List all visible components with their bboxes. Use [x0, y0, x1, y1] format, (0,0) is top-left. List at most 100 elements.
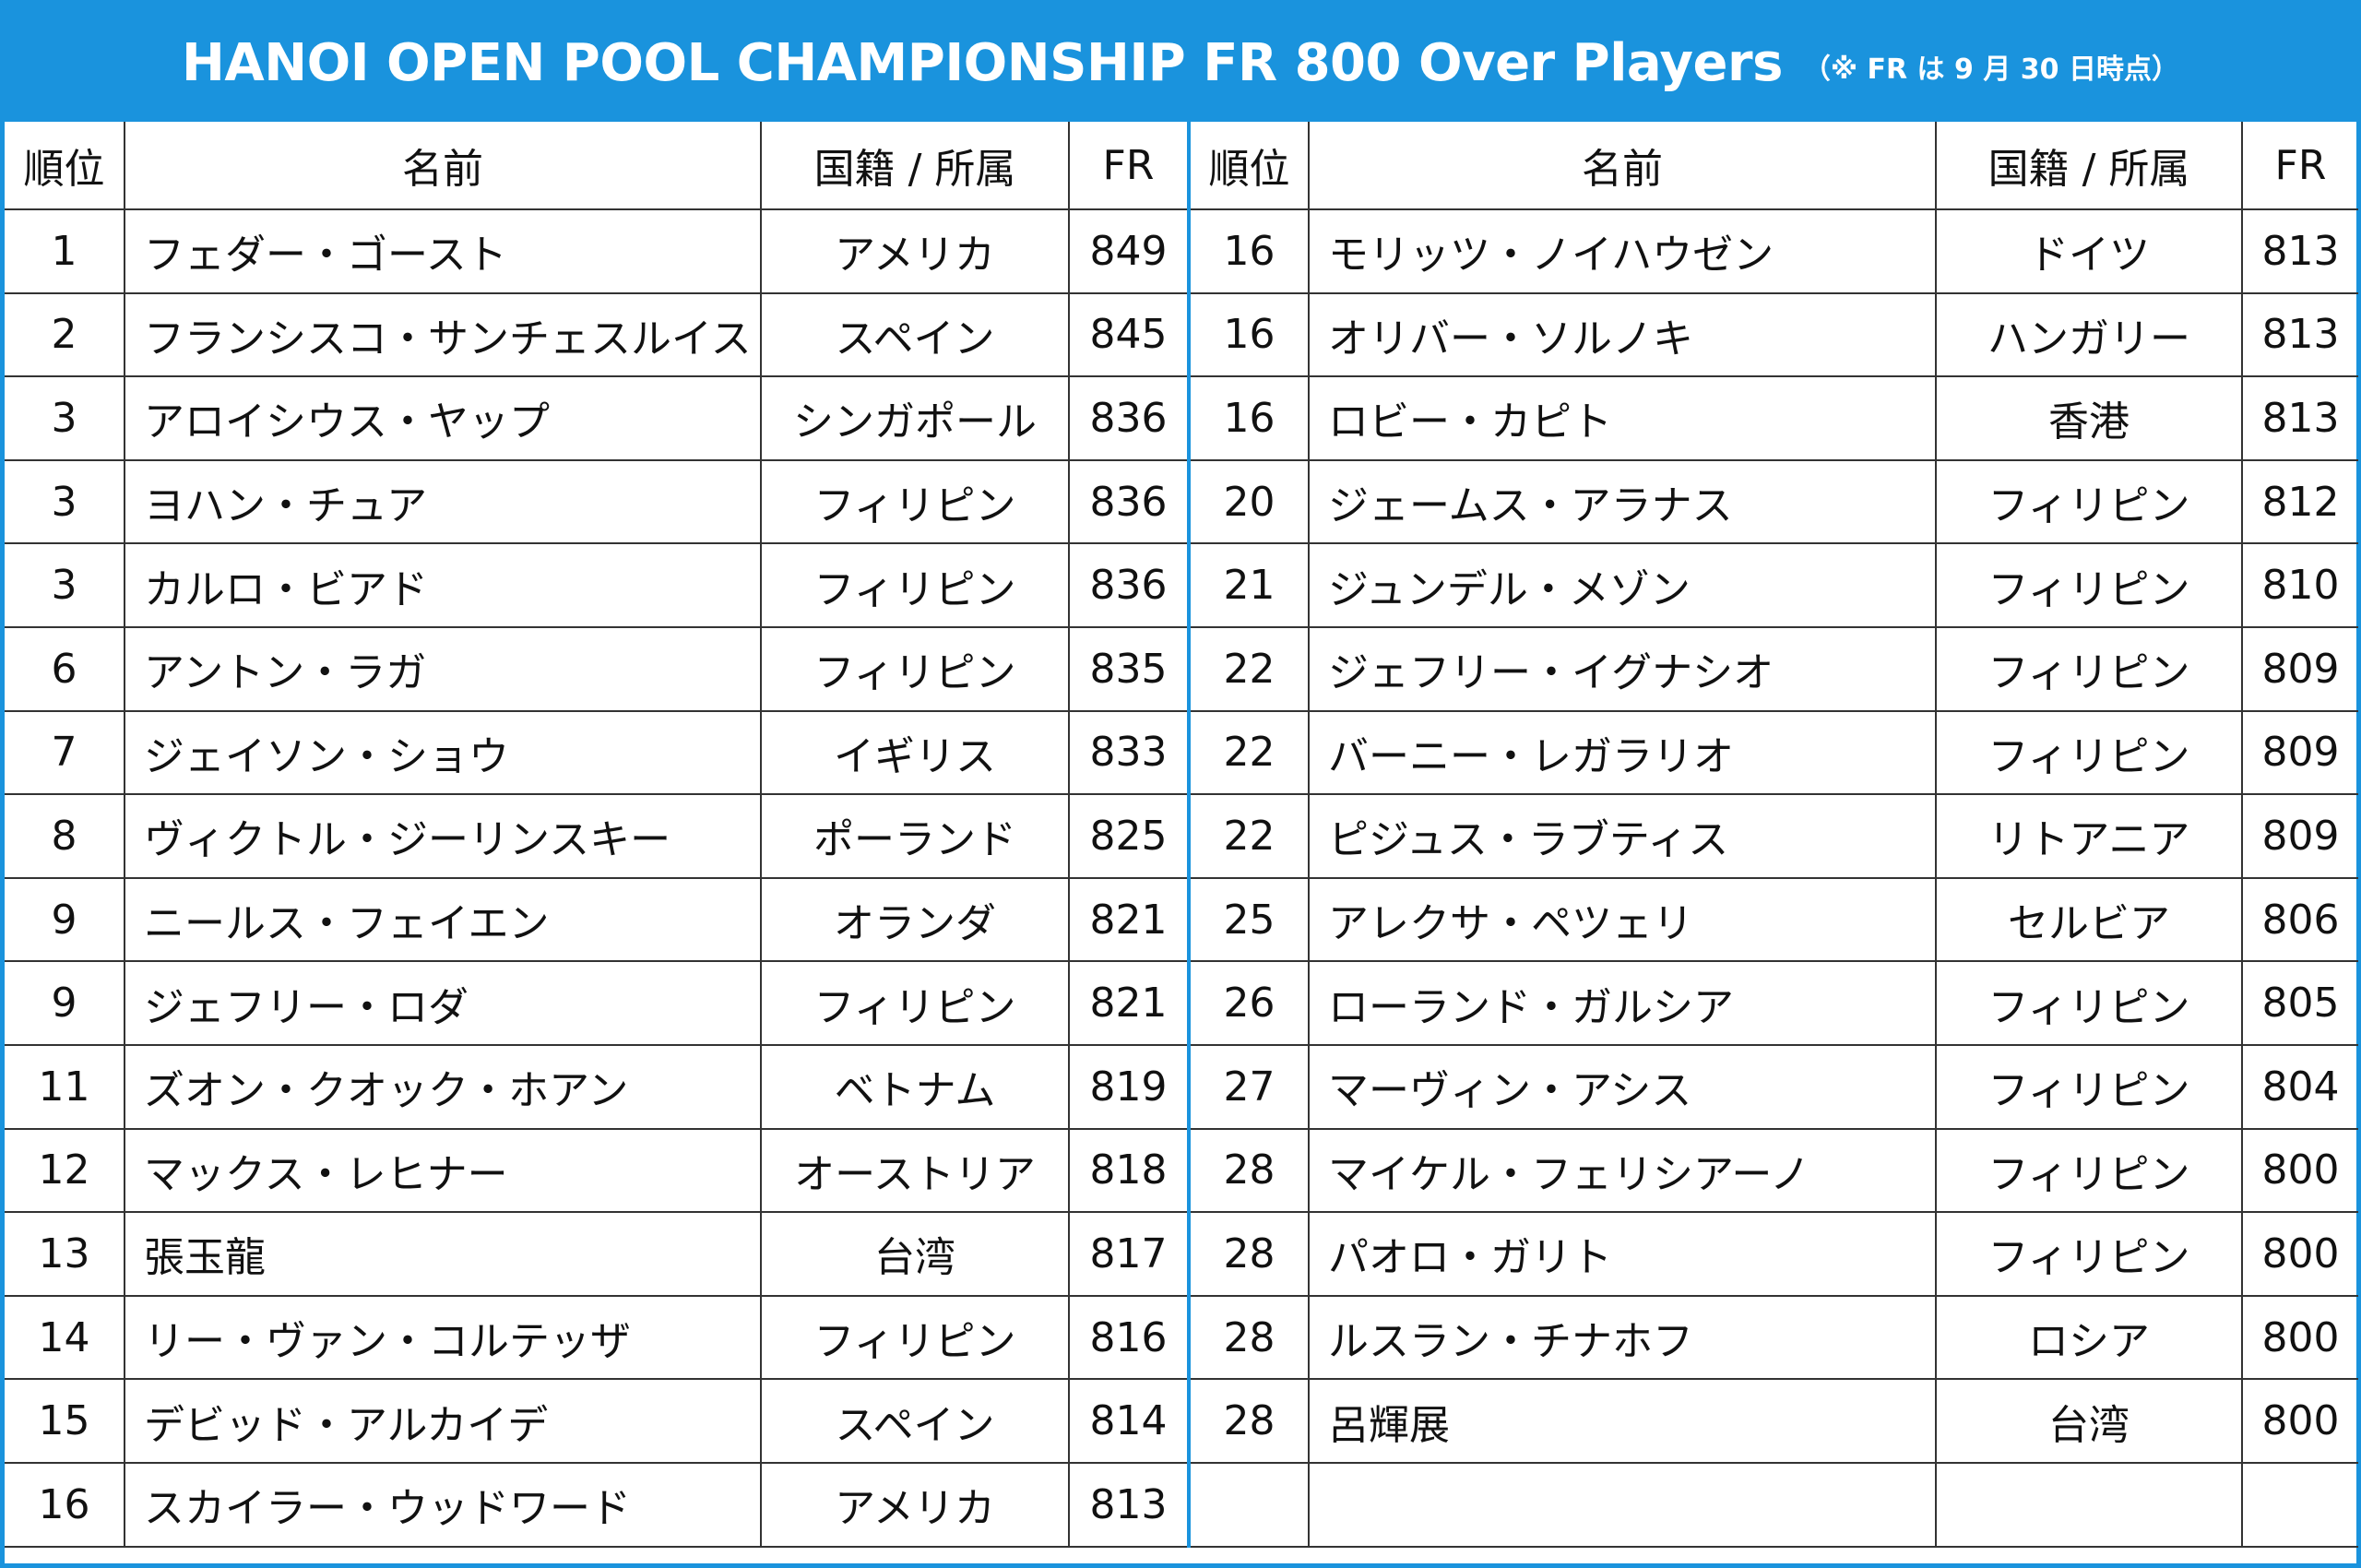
player-name-cell: スカイラー・ウッドワード: [125, 1462, 762, 1548]
fr-rating-cell: 813: [1069, 1462, 1189, 1548]
header-nation: 国籍 / 所属: [761, 122, 1070, 210]
player-name-cell: ルスラン・チナホフ: [1309, 1295, 1937, 1381]
table-row: 3 ヨハン・チュア フィリピン 836: [5, 459, 1189, 545]
nation-cell: フィリピン: [1936, 710, 2243, 796]
player-name-cell: モリッツ・ノイハウゼン: [1309, 209, 1937, 294]
nation-cell: ハンガリー: [1936, 292, 2243, 378]
rank-cell: 15: [5, 1379, 125, 1464]
header-rank: 順位: [1191, 122, 1310, 210]
nation-cell: シンガポール: [761, 376, 1070, 461]
rankings-table-left: 順位 名前 国籍 / 所属 FR 1 フェダー・ゴースト アメリカ 849 2 フランシス…: [5, 122, 1191, 1548]
player-name-cell: 呂輝展: [1309, 1379, 1937, 1464]
rank-cell: 1: [5, 209, 125, 294]
nation-cell: [1936, 1462, 2243, 1548]
nation-cell: ドイツ: [1936, 209, 2243, 294]
rank-cell: 22: [1191, 626, 1310, 712]
rank-cell: 16: [1191, 292, 1310, 378]
table-row: 28 ルスラン・チナホフ ロシア 800: [1191, 1295, 2358, 1381]
table-header-row: 順位 名前 国籍 / 所属 FR: [1191, 122, 2358, 210]
nation-cell: フィリピン: [1936, 1128, 2243, 1214]
table-row: 20 ジェームス・アラナス フィリピン 812: [1191, 459, 2358, 545]
fr-rating-cell: 821: [1069, 961, 1189, 1046]
page-title: HANOI OPEN POOL CHAMPIONSHIP FR 800 Over…: [182, 33, 1783, 93]
table-row: 28 パオロ・ガリト フィリピン 800: [1191, 1212, 2358, 1297]
fr-rating-cell: 845: [1069, 292, 1189, 378]
rank-cell: 11: [5, 1044, 125, 1130]
rank-cell: 3: [5, 543, 125, 628]
table-row: 22 ジェフリー・イグナシオ フィリピン 809: [1191, 626, 2358, 712]
rank-cell: 28: [1191, 1212, 1310, 1297]
fr-rating-cell: 816: [1069, 1295, 1189, 1381]
table-header-row: 順位 名前 国籍 / 所属 FR: [5, 122, 1189, 210]
rank-cell: 22: [1191, 794, 1310, 879]
fr-rating-cell: 836: [1069, 543, 1189, 628]
rankings-table-right: 順位 名前 国籍 / 所属 FR 16 モリッツ・ノイハウゼン ドイツ 813 16 オリ…: [1191, 122, 2358, 1548]
rank-cell: 28: [1191, 1295, 1310, 1381]
player-name-cell: フェダー・ゴースト: [125, 209, 762, 294]
player-name-cell: アロイシウス・ヤップ: [125, 376, 762, 461]
player-name-cell: ジュンデル・メゾン: [1309, 543, 1937, 628]
nation-cell: ロシア: [1936, 1295, 2243, 1381]
fr-rating-cell: 804: [2242, 1044, 2358, 1130]
nation-cell: オランダ: [761, 877, 1070, 963]
player-name-cell: ニールス・フェイエン: [125, 877, 762, 963]
table-row: 3 カルロ・ビアド フィリピン 836: [5, 543, 1189, 628]
rank-cell: 16: [1191, 209, 1310, 294]
player-name-cell: ジェームス・アラナス: [1309, 459, 1937, 545]
rank-cell: 9: [5, 877, 125, 963]
fr-rating-cell: 800: [2242, 1128, 2358, 1214]
table-row: 16 ロビー・カピト 香港 813: [1191, 376, 2358, 461]
rank-cell: 3: [5, 376, 125, 461]
fr-rating-cell: 813: [2242, 209, 2358, 294]
fr-rating-cell: 836: [1069, 459, 1189, 545]
player-name-cell: ピジュス・ラブティス: [1309, 794, 1937, 879]
rank-cell: 7: [5, 710, 125, 796]
nation-cell: ポーランド: [761, 794, 1070, 879]
nation-cell: フィリピン: [1936, 1044, 2243, 1130]
rank-cell: 6: [5, 626, 125, 712]
nation-cell: フィリピン: [1936, 543, 2243, 628]
fr-rating-cell: 800: [2242, 1295, 2358, 1381]
fr-rating-cell: 849: [1069, 209, 1189, 294]
fr-rating-cell: 812: [2242, 459, 2358, 545]
table-row: 15 デビッド・アルカイデ スペイン 814: [5, 1379, 1189, 1464]
rank-cell: 2: [5, 292, 125, 378]
nation-cell: 香港: [1936, 376, 2243, 461]
nation-cell: アメリカ: [761, 209, 1070, 294]
player-name-cell: ロビー・カピト: [1309, 376, 1937, 461]
table-row: 28 マイケル・フェリシアーノ フィリピン 800: [1191, 1128, 2358, 1214]
fr-rating-cell: 805: [2242, 961, 2358, 1046]
fr-rating-cell: 817: [1069, 1212, 1189, 1297]
table-row: 3 アロイシウス・ヤップ シンガポール 836: [5, 376, 1189, 461]
rank-cell: 16: [5, 1462, 125, 1548]
nation-cell: フィリピン: [761, 459, 1070, 545]
nation-cell: フィリピン: [761, 626, 1070, 712]
nation-cell: 台湾: [1936, 1379, 2243, 1464]
fr-rating-cell: 835: [1069, 626, 1189, 712]
rank-cell: 13: [5, 1212, 125, 1297]
rank-cell: 25: [1191, 877, 1310, 963]
rank-cell: 28: [1191, 1379, 1310, 1464]
player-name-cell: デビッド・アルカイデ: [125, 1379, 762, 1464]
nation-cell: フィリピン: [1936, 459, 2243, 545]
nation-cell: イギリス: [761, 710, 1070, 796]
rank-cell: 16: [1191, 376, 1310, 461]
nation-cell: オーストリア: [761, 1128, 1070, 1214]
table-row: 11 ズオン・クオック・ホアン ベトナム 819: [5, 1044, 1189, 1130]
table-row: 7 ジェイソン・ショウ イギリス 833: [5, 710, 1189, 796]
player-name-cell: カルロ・ビアド: [125, 543, 762, 628]
fr-rating-cell: 821: [1069, 877, 1189, 963]
fr-rating-cell: 809: [2242, 794, 2358, 879]
fr-rating-cell: 800: [2242, 1379, 2358, 1464]
rank-cell: 8: [5, 794, 125, 879]
title-banner: HANOI OPEN POOL CHAMPIONSHIP FR 800 Over…: [5, 5, 2356, 122]
player-name-cell: ヨハン・チュア: [125, 459, 762, 545]
player-name-cell: リー・ヴァン・コルテッザ: [125, 1295, 762, 1381]
nation-cell: フィリピン: [761, 543, 1070, 628]
table-row: [1191, 1462, 2358, 1548]
table-row: 16 オリバー・ソルノキ ハンガリー 813: [1191, 292, 2358, 378]
table-row: 13 張玉龍 台湾 817: [5, 1212, 1189, 1297]
nation-cell: ベトナム: [761, 1044, 1070, 1130]
nation-cell: フィリピン: [761, 961, 1070, 1046]
